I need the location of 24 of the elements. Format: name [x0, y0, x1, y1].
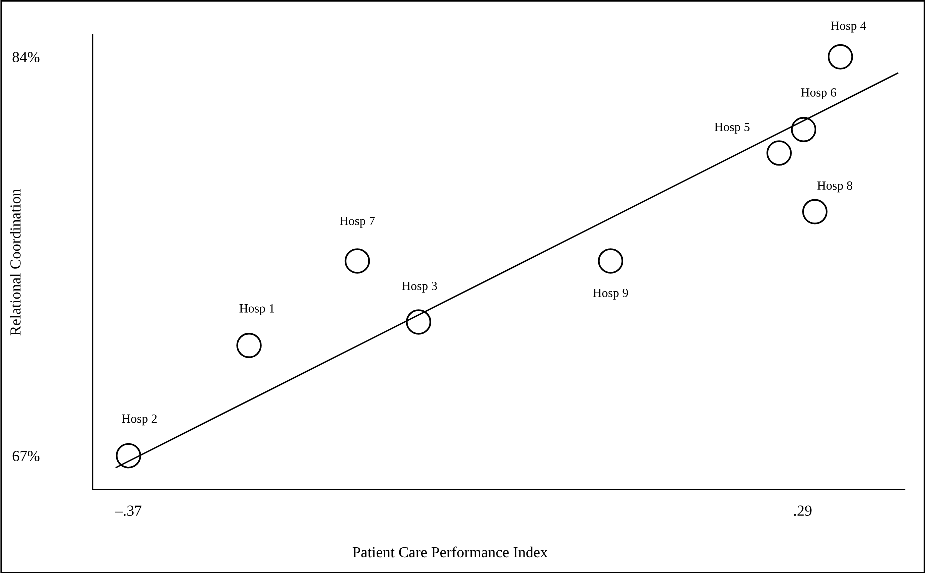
x-axis-title: Patient Care Performance Index — [352, 546, 548, 558]
point — [828, 44, 854, 70]
annotation: Hosp 7 — [340, 217, 376, 228]
point — [791, 117, 817, 142]
point — [802, 199, 828, 225]
y-axis-title: Relational Coordination — [10, 189, 21, 336]
point — [406, 310, 432, 335]
point — [236, 333, 262, 358]
annotation: Hosp 2 — [122, 414, 157, 426]
point — [766, 140, 792, 166]
point — [116, 443, 142, 469]
annotation: Hosp 5 — [714, 123, 750, 134]
annotation: Hosp 4 — [831, 22, 866, 33]
point — [344, 248, 370, 274]
x-tick-label: –.37 — [115, 506, 142, 516]
annotation: Hosp 8 — [818, 182, 853, 193]
annotation: Hosp 1 — [240, 304, 274, 316]
annotation: Hosp 9 — [593, 288, 628, 300]
annotation: Hosp 6 — [801, 88, 836, 100]
y-tick-label: 84% — [12, 52, 40, 63]
point — [598, 248, 624, 274]
y-tick-label: 67% — [12, 451, 40, 462]
x-tick-label: .29 — [794, 506, 812, 516]
annotation: Hosp 3 — [402, 282, 438, 293]
